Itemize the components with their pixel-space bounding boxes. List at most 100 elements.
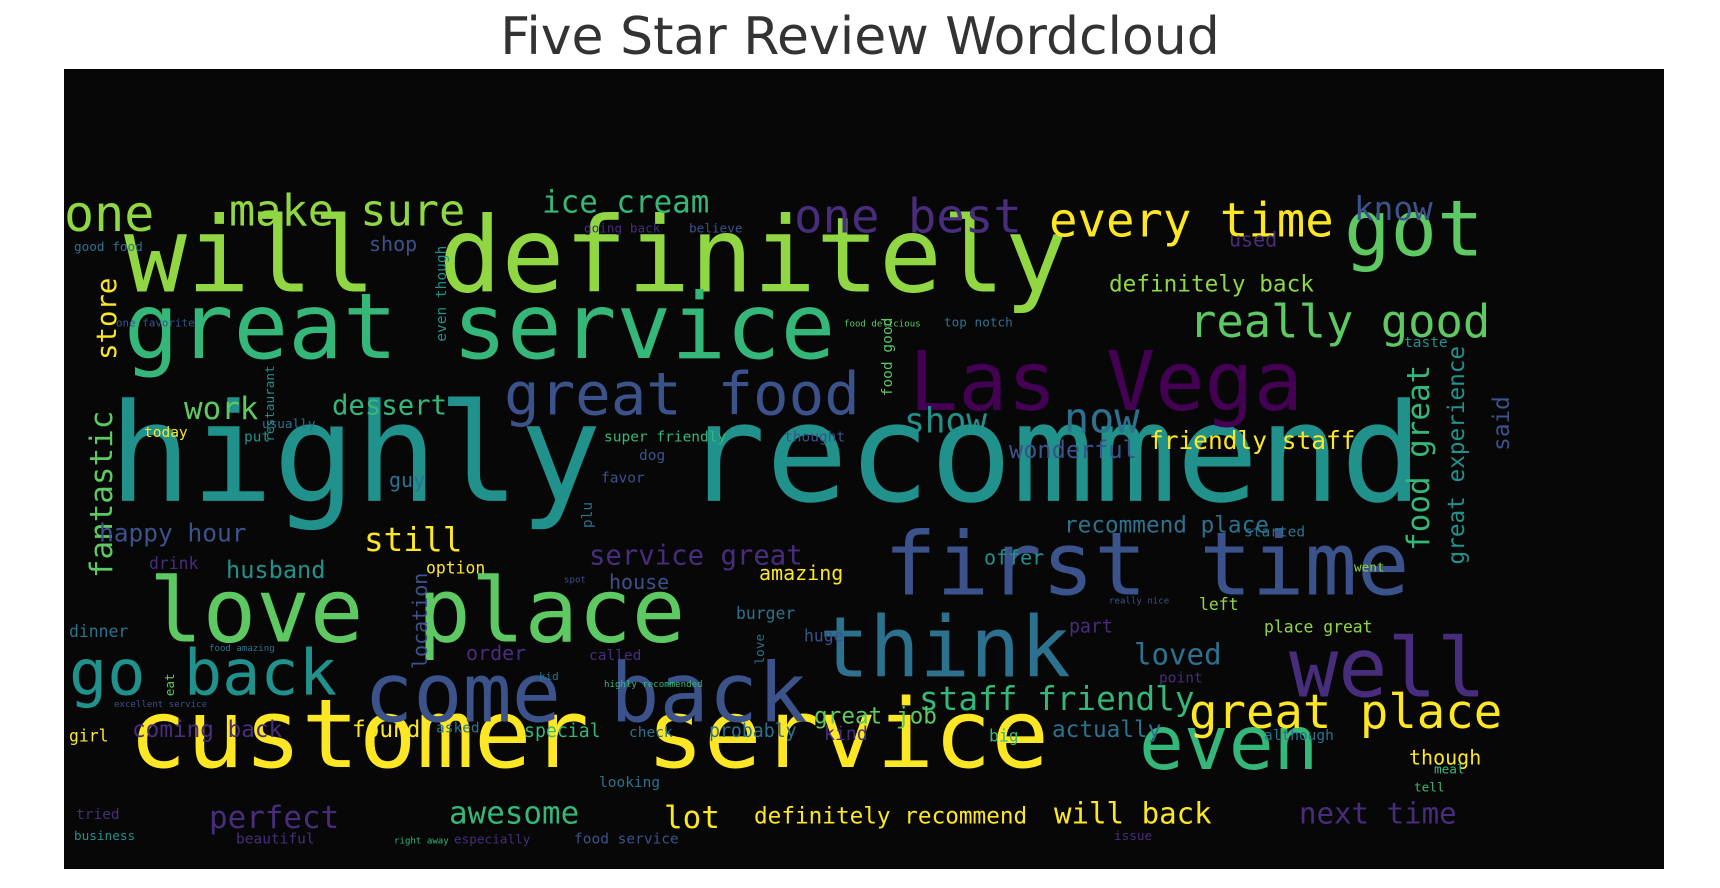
word-spot: spot bbox=[564, 576, 586, 586]
word-meal: meal bbox=[1434, 762, 1465, 777]
word-usually: usually bbox=[262, 416, 316, 431]
word-favor: favor bbox=[601, 471, 645, 487]
word-beautiful: beautiful bbox=[236, 832, 315, 848]
word-great-food: great food bbox=[504, 359, 860, 428]
word-first-time: first time bbox=[884, 513, 1410, 615]
word-now: now bbox=[1064, 394, 1140, 443]
word-said: said bbox=[1489, 396, 1515, 451]
word-fantastic: fantastic bbox=[84, 411, 120, 578]
wordcloud-canvas: highly recommend will definitely customer … bbox=[64, 69, 1664, 869]
word-perfect: perfect bbox=[209, 800, 339, 836]
word-kind: kind bbox=[824, 724, 868, 745]
wordcloud-title: Five Star Review Wordcloud bbox=[500, 7, 1220, 67]
word-shop: shop bbox=[369, 232, 417, 256]
word-food-great: food great bbox=[1401, 365, 1437, 551]
word-great-place: great place bbox=[1189, 685, 1502, 740]
word-awesome: awesome bbox=[449, 796, 579, 832]
word-will-back: will back bbox=[1054, 797, 1212, 831]
word-highly-recommend: highly recommend bbox=[109, 375, 1423, 534]
word-next-time: next time bbox=[1299, 797, 1457, 831]
word-actually: actually bbox=[1052, 717, 1161, 743]
word-come-back: come back bbox=[364, 647, 807, 742]
word-coming-back: coming back bbox=[132, 717, 283, 743]
word-friendly-staff: friendly staff bbox=[1149, 426, 1356, 455]
word-wonderful: wonderful bbox=[1009, 436, 1137, 464]
word-asked: asked bbox=[436, 721, 480, 737]
word-happy-hour: happy hour bbox=[99, 519, 247, 548]
word-even-though: even though bbox=[434, 246, 450, 342]
word-recommend-place: recommend place bbox=[1064, 513, 1269, 539]
word-make-sure: make sure bbox=[229, 186, 465, 236]
word-even: even bbox=[1139, 700, 1318, 787]
word-order: order bbox=[466, 641, 526, 665]
word-loved: loved bbox=[1134, 637, 1222, 671]
word-top-notch: top notch bbox=[944, 314, 1013, 329]
word-although: although bbox=[1264, 728, 1334, 744]
word-dinner: dinner bbox=[69, 622, 128, 641]
word-good-food: good food bbox=[74, 239, 143, 254]
word-tell: tell bbox=[1414, 780, 1445, 795]
word-go-back: go back bbox=[69, 635, 337, 709]
word-lot: lot bbox=[664, 800, 720, 836]
word-eat: eat bbox=[162, 673, 177, 696]
word-believe: believe bbox=[689, 221, 742, 236]
word-option: option bbox=[426, 559, 485, 578]
word-love-place: love place bbox=[149, 560, 685, 664]
word-staff-friendly: staff friendly bbox=[919, 680, 1195, 718]
word-big: big bbox=[989, 727, 1019, 746]
word-food-delicious: food delicious bbox=[844, 319, 921, 329]
word-las-vega: Las Vega bbox=[909, 335, 1303, 430]
word-great-service: great service bbox=[124, 275, 835, 380]
word-thought: thought bbox=[784, 430, 845, 446]
word-definitely-back: definitely back bbox=[1109, 272, 1314, 298]
word-looking: looking bbox=[599, 775, 660, 791]
word-today: today bbox=[144, 425, 188, 441]
word-every-time: every time bbox=[1049, 193, 1334, 248]
word-great-experience: great experience bbox=[1444, 346, 1470, 565]
word-food-service: food service bbox=[574, 832, 679, 848]
word-love: love bbox=[752, 634, 767, 665]
word-service-great: service great bbox=[589, 540, 803, 571]
word-taste: taste bbox=[1404, 335, 1448, 351]
word-check: check bbox=[629, 725, 673, 741]
word-special: special bbox=[524, 721, 601, 742]
word-one-favorite: one favorite bbox=[116, 316, 195, 329]
word-definitely-recommend: definitely recommend bbox=[754, 804, 1027, 830]
word-point: point bbox=[1159, 671, 1203, 687]
word-started: started bbox=[1244, 524, 1305, 540]
word-burger: burger bbox=[736, 604, 795, 623]
word-guy: guy bbox=[389, 468, 425, 492]
word-kid: kid bbox=[539, 670, 559, 683]
word-going-back: going back bbox=[584, 221, 661, 236]
word-right-away: right away bbox=[394, 837, 449, 847]
word-especially: especially bbox=[454, 832, 531, 847]
word-one-best: one best bbox=[794, 190, 1022, 245]
word-great-job: great job bbox=[814, 704, 937, 730]
word-left: left bbox=[1199, 595, 1238, 614]
word-food-amazing: food amazing bbox=[209, 644, 275, 654]
word-found: found bbox=[352, 717, 420, 743]
word-put: put bbox=[244, 430, 270, 446]
word-called: called bbox=[589, 648, 641, 664]
word-dog: dog bbox=[639, 448, 665, 464]
word-drink: drink bbox=[149, 554, 198, 573]
word-tried: tried bbox=[76, 807, 120, 823]
word-used: used bbox=[1229, 227, 1277, 251]
word-business: business bbox=[74, 828, 135, 843]
word-customer-service: customer service bbox=[129, 678, 1049, 790]
word-know: know bbox=[1354, 190, 1433, 228]
wordcloud-svg: highly recommend will definitely customer … bbox=[64, 184, 1515, 848]
word-show: show bbox=[904, 402, 987, 442]
word-location: location bbox=[408, 573, 432, 669]
word-restaurant: restaurant bbox=[262, 365, 277, 441]
word-food-good: food good bbox=[880, 318, 896, 397]
word-will-definitely: will definitely bbox=[124, 195, 1068, 317]
word-excellent-service: excellent service bbox=[114, 700, 207, 710]
word-dessert: dessert bbox=[332, 390, 447, 421]
word-think: think bbox=[819, 598, 1071, 696]
word-still: still bbox=[364, 521, 462, 559]
word-well: well bbox=[1289, 621, 1486, 716]
word-highly-recommended: highly recommended bbox=[604, 680, 703, 690]
word-house: house bbox=[609, 570, 669, 594]
word-girl: girl bbox=[69, 727, 108, 746]
